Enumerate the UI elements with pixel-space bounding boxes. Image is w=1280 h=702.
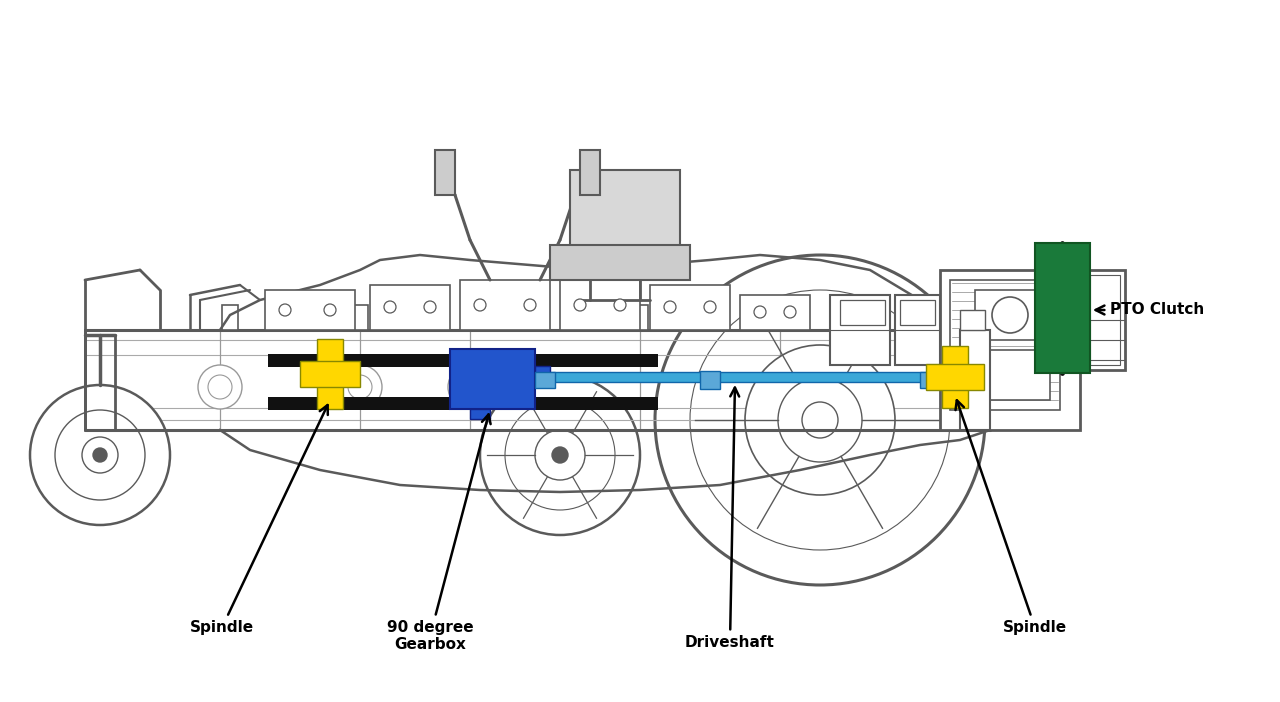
Bar: [632, 305, 648, 330]
Bar: [84, 330, 970, 430]
Bar: [900, 300, 934, 325]
Bar: [221, 305, 238, 330]
Bar: [740, 295, 810, 330]
Circle shape: [480, 375, 640, 535]
Circle shape: [704, 301, 716, 313]
Circle shape: [664, 301, 676, 313]
Circle shape: [458, 375, 483, 399]
Text: Spindle: Spindle: [189, 405, 328, 635]
Bar: [920, 372, 940, 388]
Bar: [960, 310, 986, 330]
Circle shape: [655, 255, 986, 585]
Bar: [1091, 275, 1120, 365]
Bar: [570, 170, 680, 250]
Text: Spindle: Spindle: [955, 400, 1068, 635]
Circle shape: [424, 301, 436, 313]
Bar: [561, 280, 640, 330]
Circle shape: [614, 299, 626, 311]
Circle shape: [803, 402, 838, 438]
Bar: [370, 285, 451, 330]
Circle shape: [93, 448, 108, 462]
Bar: [317, 339, 343, 409]
Circle shape: [82, 437, 118, 473]
Bar: [550, 245, 690, 280]
Circle shape: [279, 304, 291, 316]
Circle shape: [55, 410, 145, 500]
Circle shape: [448, 365, 492, 409]
Bar: [265, 290, 355, 330]
Bar: [829, 295, 890, 365]
Bar: [942, 346, 968, 408]
Bar: [451, 349, 535, 409]
Bar: [268, 397, 658, 410]
Bar: [960, 350, 1050, 400]
Circle shape: [535, 430, 585, 480]
Circle shape: [474, 299, 486, 311]
Text: 90 degree
Gearbox: 90 degree Gearbox: [387, 414, 490, 652]
Bar: [470, 409, 490, 419]
Bar: [268, 354, 658, 367]
Circle shape: [324, 304, 335, 316]
Bar: [300, 361, 360, 387]
Circle shape: [754, 306, 765, 318]
Bar: [925, 364, 984, 390]
Circle shape: [338, 365, 381, 409]
Circle shape: [783, 306, 796, 318]
Text: Driveshaft: Driveshaft: [685, 388, 774, 650]
Circle shape: [506, 400, 614, 510]
Circle shape: [552, 447, 568, 463]
Circle shape: [198, 365, 242, 409]
Bar: [580, 150, 600, 195]
Bar: [535, 372, 556, 388]
Bar: [950, 280, 1060, 410]
Bar: [650, 285, 730, 330]
Bar: [535, 372, 940, 382]
Bar: [535, 366, 550, 386]
Bar: [462, 305, 477, 330]
Circle shape: [573, 299, 586, 311]
Text: PTO Clutch: PTO Clutch: [1096, 303, 1204, 317]
Circle shape: [690, 290, 950, 550]
Bar: [700, 371, 719, 389]
Circle shape: [207, 375, 232, 399]
Bar: [1036, 243, 1091, 373]
Bar: [895, 295, 940, 365]
Bar: [940, 270, 1080, 430]
Bar: [960, 330, 989, 430]
Circle shape: [778, 378, 861, 462]
Bar: [435, 150, 454, 195]
Circle shape: [348, 375, 372, 399]
Circle shape: [384, 301, 396, 313]
Circle shape: [29, 385, 170, 525]
Bar: [352, 305, 369, 330]
Bar: [1085, 270, 1125, 370]
Circle shape: [992, 297, 1028, 333]
Circle shape: [524, 299, 536, 311]
Bar: [840, 300, 884, 325]
Bar: [460, 280, 550, 330]
Bar: [975, 290, 1044, 340]
Circle shape: [745, 345, 895, 495]
